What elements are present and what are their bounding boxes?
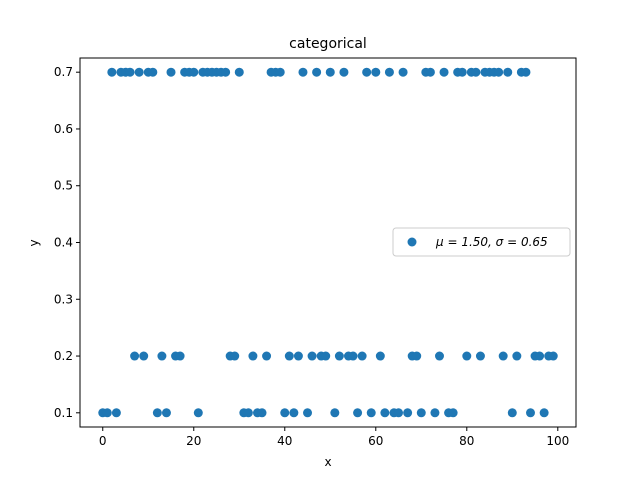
x-tick-label: 0: [99, 434, 107, 448]
data-point: [293, 351, 303, 361]
data-point: [107, 67, 117, 77]
y-tick-label: 0.6: [54, 122, 73, 136]
x-tick-label: 60: [368, 434, 383, 448]
data-point: [471, 67, 481, 77]
data-point: [157, 351, 167, 361]
data-point: [262, 351, 272, 361]
data-point: [380, 408, 390, 418]
data-point: [139, 351, 149, 361]
data-point: [175, 351, 185, 361]
x-axis-ticks: 0 20 40 60 80 100: [99, 427, 569, 448]
legend-marker: [407, 237, 417, 247]
data-point: [257, 408, 267, 418]
data-point: [348, 351, 358, 361]
y-tick-label: 0.3: [54, 292, 73, 306]
data-point: [134, 67, 144, 77]
data-point: [535, 351, 545, 361]
data-point: [362, 67, 372, 77]
data-point: [152, 408, 162, 418]
chart-title: categorical: [289, 36, 367, 52]
data-point: [462, 351, 472, 361]
data-point: [325, 67, 335, 77]
data-points: [98, 67, 558, 418]
data-point: [512, 351, 522, 361]
data-point: [275, 67, 285, 77]
data-point: [539, 408, 549, 418]
data-point: [166, 67, 176, 77]
data-point: [457, 67, 467, 77]
data-point: [130, 351, 140, 361]
y-axis-label: y: [27, 239, 41, 246]
y-axis-ticks: 0.1 0.2 0.3 0.4 0.5 0.6 0.7: [54, 65, 80, 420]
y-tick-label: 0.2: [54, 349, 73, 363]
data-point: [243, 408, 253, 418]
data-point: [339, 67, 349, 77]
x-tick-label: 40: [277, 434, 292, 448]
data-point: [189, 67, 199, 77]
x-tick-label: 80: [459, 434, 474, 448]
y-tick-label: 0.7: [54, 65, 73, 79]
data-point: [366, 408, 376, 418]
data-point: [494, 67, 504, 77]
data-point: [375, 351, 385, 361]
data-point: [416, 408, 426, 418]
data-point: [334, 351, 344, 361]
x-tick-label: 20: [186, 434, 201, 448]
x-axis-label: x: [324, 455, 331, 469]
x-tick-label: 100: [546, 434, 569, 448]
data-point: [521, 67, 531, 77]
data-point: [425, 67, 435, 77]
data-point: [475, 351, 485, 361]
data-point: [307, 351, 317, 361]
legend-label: μ = 1.50, σ = 0.65: [435, 235, 548, 249]
data-point: [125, 67, 135, 77]
data-point: [353, 408, 363, 418]
data-point: [403, 408, 413, 418]
data-point: [430, 408, 440, 418]
data-point: [298, 67, 308, 77]
data-point: [526, 408, 535, 418]
data-point: [439, 67, 449, 77]
data-point: [312, 67, 322, 77]
data-point: [357, 351, 367, 361]
data-point: [548, 351, 558, 361]
y-tick-label: 0.4: [54, 236, 73, 250]
y-tick-label: 0.1: [54, 406, 73, 420]
data-point: [412, 351, 422, 361]
data-point: [221, 67, 231, 77]
data-point: [248, 351, 258, 361]
data-point: [303, 408, 313, 418]
data-point: [234, 67, 244, 77]
data-point: [102, 408, 112, 418]
data-point: [503, 67, 513, 77]
data-point: [148, 67, 158, 77]
legend-box: [392, 227, 571, 257]
data-point: [371, 67, 381, 77]
data-point: [394, 408, 404, 418]
data-point: [193, 408, 203, 418]
data-point: [507, 408, 517, 418]
data-point: [398, 67, 408, 77]
data-point: [280, 408, 290, 418]
data-point: [111, 408, 121, 418]
data-point: [448, 408, 458, 418]
data-point: [289, 408, 299, 418]
data-point: [230, 351, 240, 361]
data-point: [330, 408, 340, 418]
data-point: [498, 351, 508, 361]
data-point: [434, 351, 444, 361]
data-point: [321, 351, 331, 361]
data-point: [161, 408, 171, 418]
y-tick-label: 0.5: [54, 179, 73, 193]
data-point: [384, 67, 394, 77]
data-point: [284, 351, 294, 361]
legend: μ = 1.50, σ = 0.65: [392, 227, 571, 257]
